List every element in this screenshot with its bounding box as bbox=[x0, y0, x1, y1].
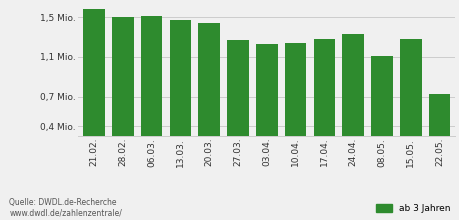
Bar bbox=[227, 40, 248, 166]
Bar bbox=[256, 44, 277, 166]
Bar bbox=[428, 94, 449, 166]
Bar bbox=[341, 34, 363, 166]
Bar bbox=[370, 56, 392, 166]
Bar bbox=[198, 23, 219, 166]
Bar bbox=[399, 39, 420, 166]
Bar bbox=[112, 17, 133, 166]
Legend: ab 3 Jahren: ab 3 Jahren bbox=[375, 204, 450, 213]
Bar bbox=[313, 39, 335, 166]
Bar bbox=[284, 43, 306, 166]
Bar bbox=[83, 9, 105, 166]
Text: Quelle: DWDL.de-Recherche
www.dwdl.de/zahlenzentrale/: Quelle: DWDL.de-Recherche www.dwdl.de/za… bbox=[9, 198, 122, 218]
Bar bbox=[140, 16, 162, 166]
Bar bbox=[169, 20, 191, 166]
